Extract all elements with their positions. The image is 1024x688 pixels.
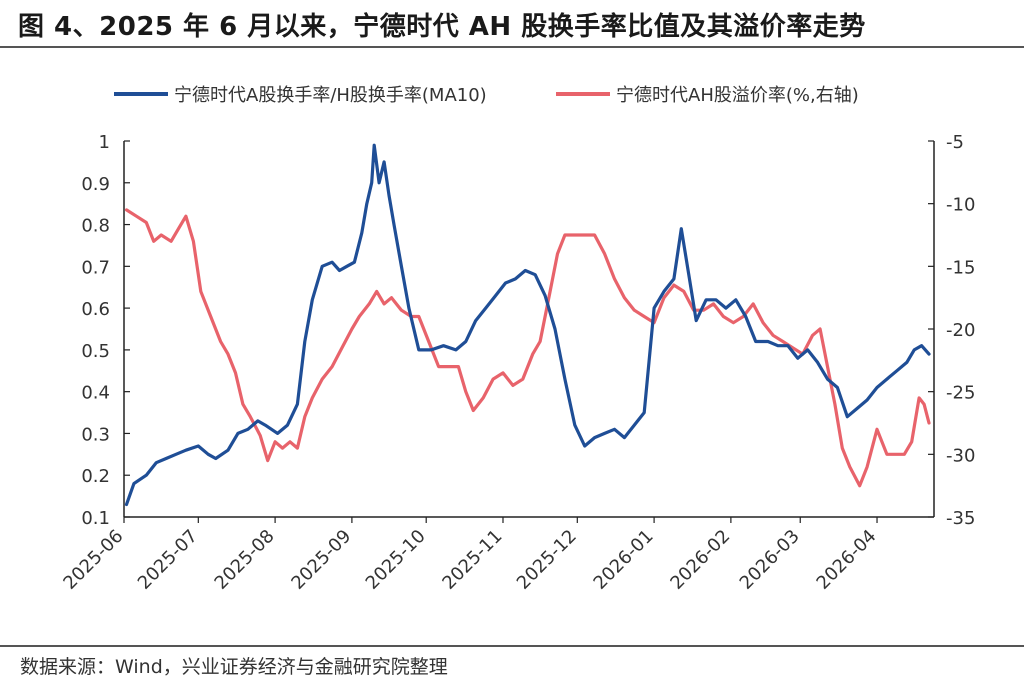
x-tick-label: 2026-01 (590, 526, 658, 594)
chart-title: 图 4、2025 年 6 月以来，宁德时代 AH 股换手率比值及其溢价率走势 (18, 12, 866, 42)
source-divider (0, 645, 1024, 647)
y-right-tick-label: -35 (946, 508, 975, 529)
y-left-tick-label: 1 (99, 132, 110, 153)
x-tick-label: 2026-02 (666, 526, 734, 594)
source-note: 数据来源：Wind，兴业证券经济与金融研究院整理 (20, 656, 448, 678)
y-left-tick-label: 0.7 (81, 257, 110, 278)
y-left-tick-label: 0.6 (81, 299, 110, 320)
x-tick-label: 2026-03 (736, 526, 804, 594)
x-tick-label: 2025-09 (287, 526, 355, 594)
y-left-tick-label: 0.3 (81, 424, 110, 445)
y-left-tick-label: 0.8 (81, 216, 110, 237)
y-right-tick-label: -25 (946, 383, 975, 404)
x-tick-label: 2025-12 (513, 526, 581, 594)
y-right-tick-label: -30 (946, 445, 975, 466)
legend-label-turnover-ratio: 宁德时代A股换手率/H股换手率(MA10) (174, 85, 487, 106)
x-tick-label: 2025-10 (362, 526, 430, 594)
series-line-turnover-ratio (124, 143, 931, 507)
y-left-tick-label: 0.4 (81, 383, 110, 404)
line-chart: 宁德时代A股换手率/H股换手率(MA10) 宁德时代AH股溢价率(%,右轴) 0… (59, 85, 975, 594)
x-tick-label: 2025-11 (438, 526, 506, 594)
title-divider (0, 46, 1024, 48)
chart-legend: 宁德时代A股换手率/H股换手率(MA10) 宁德时代AH股溢价率(%,右轴) (114, 85, 859, 106)
x-tick-label: 2025-07 (134, 526, 202, 594)
y-left-tick-label: 0.1 (81, 508, 110, 529)
legend-label-ah-premium: 宁德时代AH股溢价率(%,右轴) (616, 85, 859, 106)
x-tick-label: 2025-08 (211, 526, 279, 594)
y-left-tick-label: 0.5 (81, 341, 110, 362)
chart-axes: 0.1 0.2 0.3 0.4 0.5 0.6 0.7 0.8 0.9 1 -35 -30 -25 -20… (59, 132, 975, 594)
x-tick-label: 2025-06 (59, 526, 127, 594)
y-left-tick-label: 0.9 (81, 174, 110, 195)
chart-series (124, 143, 931, 507)
y-right-tick-label: -5 (946, 132, 964, 153)
y-right-tick-label: -20 (946, 320, 975, 341)
series-line-ah-premium (124, 208, 931, 488)
y-left-tick-label: 0.2 (81, 466, 110, 487)
y-right-tick-label: -10 (946, 195, 975, 216)
y-right-tick-label: -15 (946, 257, 975, 278)
x-tick-label: 2026-04 (813, 526, 881, 594)
